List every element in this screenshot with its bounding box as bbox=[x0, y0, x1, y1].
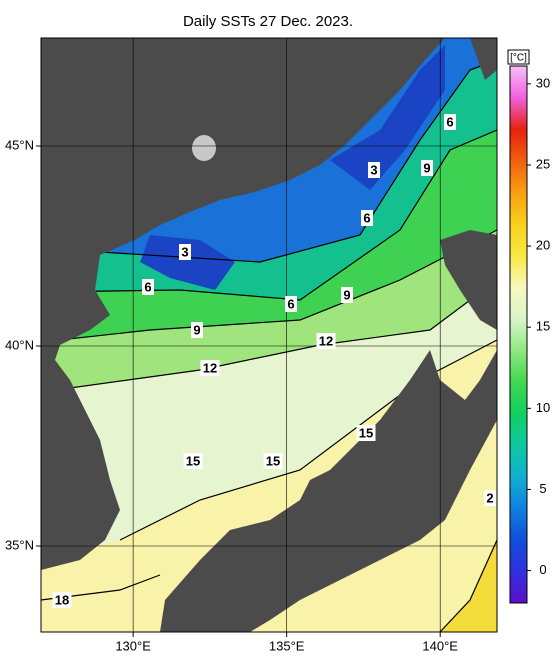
hokkaido bbox=[440, 230, 497, 330]
contour-label-box bbox=[263, 453, 283, 469]
contour-label-box bbox=[179, 244, 191, 260]
contour-label-text: 12 bbox=[319, 333, 333, 348]
contour-label-text: 15 bbox=[266, 453, 280, 468]
colorbar-tick-label: 5 bbox=[539, 481, 546, 496]
contour-label-text: 9 bbox=[343, 287, 350, 302]
contour-label: 9 bbox=[341, 287, 353, 303]
y-tick-label: 45°N bbox=[5, 137, 34, 152]
contour-label-box bbox=[368, 162, 380, 178]
map-title: Daily SSTs 27 Dec. 2023. bbox=[183, 13, 353, 30]
contour-label-box bbox=[285, 296, 297, 312]
x-tick-label: 135°E bbox=[269, 638, 305, 653]
contour-line bbox=[99, 59, 497, 263]
sea-cold-core bbox=[140, 235, 235, 290]
colorbar-label: [°C] bbox=[510, 53, 527, 64]
contour-label-box bbox=[200, 360, 220, 376]
contour-label: 9 bbox=[421, 160, 433, 176]
colorbar-tick-label: 30 bbox=[536, 75, 550, 90]
contour-line bbox=[41, 129, 497, 301]
y-tick-label: 35°N bbox=[5, 537, 34, 552]
contour-label: 12 bbox=[200, 360, 220, 376]
map-frame bbox=[40, 37, 498, 633]
colorbar-tick-label: 20 bbox=[536, 238, 550, 253]
contour-label: 3 bbox=[368, 162, 380, 178]
contour-label: 6 bbox=[444, 114, 456, 130]
colorbar-label-box bbox=[507, 49, 530, 65]
contour-label-text: 3 bbox=[181, 244, 188, 259]
contour-label-text: 6 bbox=[144, 279, 151, 294]
contour-label-box bbox=[316, 333, 336, 349]
colorbar-tick-label: 25 bbox=[536, 156, 550, 171]
contour-label-text: 3 bbox=[370, 162, 377, 177]
contour-label-text: 18 bbox=[55, 592, 69, 607]
contour-label-text: 6 bbox=[363, 210, 370, 225]
contour-label-box bbox=[421, 160, 433, 176]
contour-label-text: 6 bbox=[287, 296, 294, 311]
colorbar bbox=[509, 65, 528, 604]
contour-label-box bbox=[191, 322, 203, 338]
contour-label-box bbox=[361, 210, 373, 226]
contour-label-text: 9 bbox=[423, 160, 430, 175]
contour-label: 2 bbox=[484, 490, 496, 506]
x-tick-label: 130°E bbox=[115, 638, 151, 653]
contour-label-text: 12 bbox=[203, 360, 217, 375]
contour-label-box bbox=[444, 114, 456, 130]
contour-label: 3 bbox=[179, 244, 191, 260]
contour-lines bbox=[41, 59, 497, 632]
contour-label: 6 bbox=[361, 210, 373, 226]
contour-line bbox=[119, 339, 497, 541]
contour-label-text: 9 bbox=[193, 322, 200, 337]
colorbar-tick-label: 0 bbox=[539, 562, 546, 577]
contour-label-box bbox=[52, 592, 72, 608]
contour-label: 15 bbox=[263, 453, 283, 469]
map-area bbox=[41, 38, 497, 632]
y-tick-label: 40°N bbox=[5, 337, 34, 352]
contour-label-box bbox=[356, 425, 376, 441]
x-tick-label: 140°E bbox=[422, 638, 458, 653]
contour-label-box bbox=[484, 490, 496, 506]
contour-label-text: 15 bbox=[186, 453, 200, 468]
contour-label-box bbox=[183, 453, 203, 469]
contour-label-text: 15 bbox=[359, 425, 373, 440]
contour-line bbox=[439, 539, 497, 632]
contour-label: 9 bbox=[191, 322, 203, 338]
contour-label-box bbox=[341, 287, 353, 303]
contour-label: 12 bbox=[316, 333, 336, 349]
continent bbox=[41, 38, 445, 570]
contour-label-box bbox=[142, 279, 154, 295]
colorbar-tick-label: 15 bbox=[536, 319, 550, 334]
honshu bbox=[160, 350, 497, 632]
contour-label: 6 bbox=[285, 296, 297, 312]
colorbar-tick-label: 10 bbox=[536, 400, 550, 415]
contour-label: 18 bbox=[52, 592, 72, 608]
sea-cold-core bbox=[330, 45, 445, 190]
contour-label: 15 bbox=[183, 453, 203, 469]
contour-label-text: 2 bbox=[486, 490, 493, 505]
contour-label: 15 bbox=[356, 425, 376, 441]
lake bbox=[192, 135, 216, 161]
contour-label-text: 6 bbox=[446, 114, 453, 129]
contour-line bbox=[41, 229, 497, 343]
contour-label: 6 bbox=[142, 279, 154, 295]
sakhalin bbox=[470, 38, 497, 80]
land bbox=[41, 38, 497, 632]
